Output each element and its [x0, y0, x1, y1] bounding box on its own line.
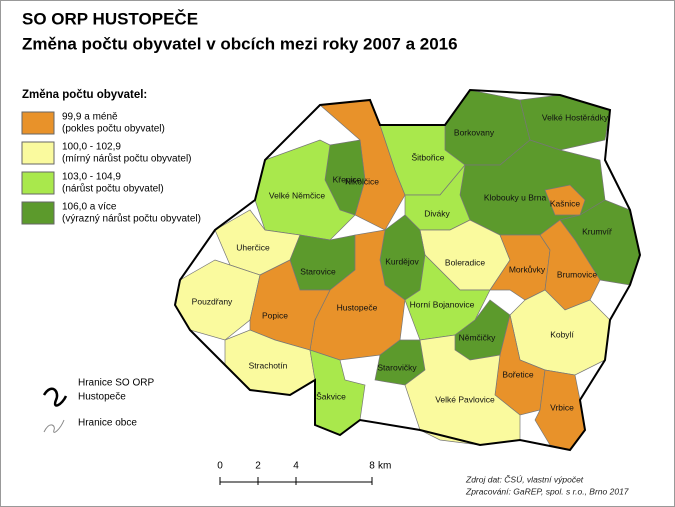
scale-label: 8: [369, 461, 375, 472]
municipality-label: Uherčice: [236, 242, 270, 252]
legend-label: 106,0 a více: [62, 202, 117, 213]
municipality-label: Starovičky: [377, 362, 417, 372]
scale-label: 4: [293, 461, 299, 472]
legend-note: (nárůst počtu obyvatel): [62, 183, 164, 195]
municipality: [404, 334, 521, 446]
source: Zpracování: GaREP, spol. s r.o., Brno 20…: [465, 486, 629, 496]
municipality: [249, 259, 331, 351]
municipality-label: Morkůvky: [509, 264, 546, 274]
municipality-label: Hustopeče: [337, 302, 378, 312]
legend-swatch: [21, 141, 55, 165]
orp-boundary: [173, 88, 642, 452]
municipality-label: Velké Hostěrádky: [542, 112, 609, 122]
municipality-label: Strachotín: [249, 360, 288, 370]
legend: 99,9 a méně(pokles počtu obyvatel) 100,0 …: [21, 111, 201, 225]
municipality-label: Brumovice: [557, 269, 597, 279]
legend-label: 103,0 - 104,9: [62, 172, 121, 183]
municipality-label: Horní Bojanovice: [410, 299, 475, 309]
municipality-label: Starovice: [300, 266, 336, 276]
legend-title: Změna počtu obyvatel:: [22, 89, 147, 101]
legend-swatch: [21, 171, 55, 195]
scale-unit: km: [378, 461, 391, 472]
boundary-label: Hranice obce: [78, 418, 137, 429]
municipality-label: Kašnice: [550, 198, 581, 208]
municipality-label: Křepice: [333, 174, 362, 184]
municipality: [254, 139, 356, 241]
municipality-label: Popice: [262, 310, 288, 320]
municipality: [404, 254, 491, 341]
title: SO ORP HUSTOPEČE: [22, 9, 198, 28]
municipalities: Nikolčice Borkovany Velké Hostěrádky Šitboř…: [173, 88, 642, 452]
legend-label: 99,9 a méně: [62, 112, 118, 123]
municipality-label: Němčičky: [459, 332, 497, 342]
scale-bar: 0 2 4 8 km: [217, 461, 391, 485]
municipality-label: Šitbořice: [411, 152, 444, 162]
legend-note: (výrazný nárůst počtu obyvatel): [62, 213, 201, 225]
legend-swatch: [21, 201, 55, 225]
municipality-label: Diváky: [424, 208, 450, 218]
municipality-label: Kobylí: [550, 329, 574, 339]
municipality-label: Vrbice: [550, 402, 574, 412]
subtitle: Změna počtu obyvatel v obcích mezi roky …: [22, 34, 458, 53]
municipality-label: Boleradice: [445, 257, 485, 267]
boundary-label: Hranice SO ORP: [78, 378, 154, 389]
municipality-label: Borkovany: [454, 127, 495, 137]
municipality-label: Krumvíř: [582, 226, 612, 236]
legend-label: 100,0 - 102,9: [62, 142, 121, 153]
municipality-label: Kurdějov: [385, 256, 419, 266]
municipality-label: Šakvice: [316, 391, 346, 401]
boundary-symbol: [43, 419, 65, 433]
municipality-label: Bořetice: [502, 369, 533, 379]
legend-note: (mírný nárůst počtu obyvatel): [62, 153, 192, 165]
boundary-label: Hustopeče: [78, 392, 126, 403]
municipality: [544, 184, 586, 216]
scale-label: 0: [217, 461, 223, 472]
municipality-label: Klobouky u Brna: [484, 192, 547, 202]
municipality-label: Nikolčice: [345, 176, 379, 186]
legend-swatch: [21, 111, 55, 135]
boundary-symbol: [42, 387, 68, 407]
municipality-label: Velké Pavlovice: [435, 394, 495, 404]
source: Zdroj dat: ČSÚ, vlastní výpočet: [465, 474, 584, 484]
legend-note: (pokles počtu obyvatel): [62, 124, 165, 135]
municipality-label: Pouzdřany: [192, 296, 233, 306]
municipality-label: Velké Němčice: [269, 190, 325, 200]
scale-label: 2: [255, 461, 261, 472]
